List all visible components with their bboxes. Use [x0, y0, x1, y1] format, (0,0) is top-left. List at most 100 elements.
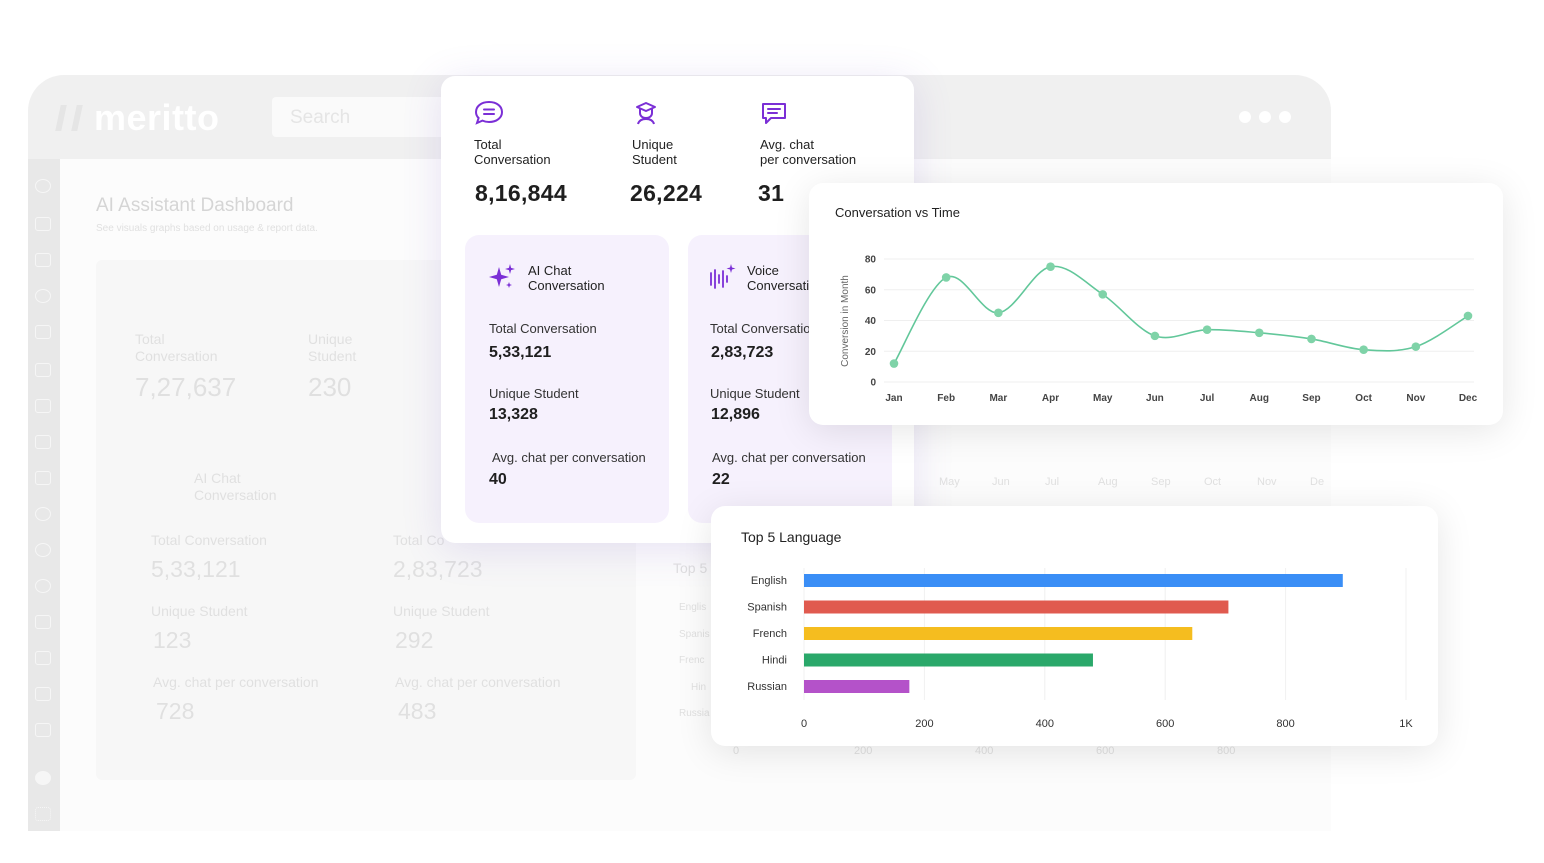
bar[interactable] [804, 574, 1343, 587]
grid-icon[interactable] [35, 217, 51, 231]
org-icon[interactable] [35, 723, 51, 737]
data-point[interactable] [1254, 328, 1264, 338]
data-point[interactable] [889, 359, 899, 368]
bar[interactable] [804, 627, 1193, 640]
voice-wave-icon [710, 264, 736, 289]
data-point[interactable] [1098, 290, 1108, 299]
bg-month-label: May [939, 476, 960, 488]
ai-unique-value: 13,328 [489, 406, 538, 423]
bg-axis-tick: 800 [1217, 745, 1236, 757]
bg-top-title: Top 5 [673, 560, 708, 576]
unique-student-value: 26,224 [630, 180, 703, 206]
bg-language-label: Russia [679, 708, 710, 719]
y-axis-label: Conversion in Month [840, 275, 851, 367]
bg-ai-unique-value: 123 [153, 627, 192, 653]
x-tick-label: 200 [915, 718, 933, 730]
document-icon[interactable] [35, 399, 51, 413]
ai-avg-label: Avg. chat per conversation [492, 450, 646, 465]
search-icon[interactable] [35, 179, 51, 193]
bg-total-label: Total Conversation [135, 331, 218, 364]
x-tick-label: Aug [1250, 393, 1269, 404]
x-tick-label: 600 [1156, 718, 1174, 730]
calendar-icon[interactable] [35, 363, 51, 377]
bg-language-label: Englis [679, 602, 707, 613]
data-point[interactable] [1202, 325, 1212, 335]
lock-icon[interactable] [35, 651, 51, 665]
x-tick-label: Dec [1459, 393, 1478, 404]
bg-month-label: Jul [1045, 476, 1060, 488]
data-point[interactable] [1463, 311, 1473, 321]
data-point[interactable] [1046, 262, 1055, 271]
network-icon[interactable] [35, 325, 51, 339]
y-tick-label: Hindi [762, 655, 787, 667]
help-icon[interactable] [35, 507, 51, 521]
data-point[interactable] [1150, 331, 1160, 341]
y-tick-label: 0 [870, 378, 876, 389]
data-point[interactable] [1307, 334, 1316, 344]
bg-unique-label: Unique Student [308, 331, 357, 364]
avatar[interactable] [35, 771, 51, 785]
total-conversation-stat: Total Conversation 8,16,844 [474, 100, 567, 206]
y-tick-label: French [753, 628, 787, 640]
x-tick-label: May [1093, 393, 1113, 404]
megaphone-icon[interactable] [35, 435, 51, 449]
bar[interactable] [804, 680, 910, 693]
more-options-icon[interactable] [1239, 111, 1291, 123]
bar[interactable] [804, 653, 1093, 667]
x-tick-label: Nov [1406, 393, 1425, 404]
message-icon [762, 103, 786, 124]
bg-voice-unique-value: 292 [395, 627, 434, 653]
line-chart: Conversion in Month 0 20 40 60 80 Jan Feb Mar Apr… [840, 255, 1478, 405]
bg-voice-unique-label: Unique Student [393, 603, 490, 619]
id-card-icon[interactable] [35, 687, 51, 701]
data-point[interactable] [1359, 345, 1368, 355]
bg-axis-tick: 400 [975, 745, 994, 757]
bg-voice-total-value: 2,83,723 [393, 556, 483, 582]
data-point[interactable] [994, 308, 1003, 318]
ai-chat-title: AI Chat Conversation [528, 263, 605, 293]
line-chart-title: Conversation vs Time [835, 205, 960, 220]
logo: meritto [94, 97, 220, 138]
graduate-icon [636, 102, 656, 125]
bg-axis-tick: 600 [1096, 745, 1115, 757]
x-tick-label: 1K [1399, 718, 1413, 730]
bg-language-label: Frenc [679, 655, 705, 666]
ai-avg-value: 40 [489, 471, 507, 488]
bg-total-value: 7,27,637 [135, 372, 237, 402]
x-tick-label: Oct [1355, 393, 1372, 404]
institution-icon[interactable] [35, 253, 51, 267]
sparkles-icon [489, 264, 515, 288]
chat-bubble-icon [474, 100, 504, 125]
voice-unique-label: Unique Student [710, 386, 800, 401]
bg-voice-avg-label: Avg. chat per conversation [395, 674, 561, 690]
bg-month-label: Aug [1098, 476, 1118, 488]
bg-ai-unique-label: Unique Student [151, 603, 248, 619]
avg-chat-stat: Avg. chat per conversation 31 [758, 100, 856, 206]
bar-chart-title: Top 5 Language [741, 529, 842, 545]
unique-student-stat: Unique Student 26,224 [630, 100, 702, 206]
currency-icon[interactable] [35, 543, 51, 557]
y-tick-label: Spanish [747, 602, 787, 614]
bg-ai-avg-value: 728 [156, 698, 195, 724]
bg-voice-avg-value: 483 [398, 698, 437, 724]
voice-unique-value: 12,896 [711, 406, 760, 423]
user-icon[interactable] [35, 289, 51, 303]
bar[interactable] [804, 600, 1229, 614]
bg-month-label: De [1310, 476, 1325, 488]
data-point[interactable] [1411, 342, 1421, 351]
data-point[interactable] [941, 273, 951, 282]
pie-icon[interactable] [35, 579, 51, 593]
bg-unique-value: 230 [308, 372, 352, 402]
apps-icon[interactable] [35, 807, 51, 821]
x-tick-label: 400 [1036, 718, 1054, 730]
voice-avg-label: Avg. chat per conversation [712, 450, 866, 465]
avg-chat-value: 31 [758, 180, 785, 206]
unique-student-label: Unique Student [632, 137, 677, 167]
bg-month-label: Nov [1257, 476, 1277, 488]
y-tick-label: 20 [865, 347, 877, 358]
bg-ai-avg-label: Avg. chat per conversation [153, 674, 319, 690]
card-icon[interactable] [35, 615, 51, 629]
ai-total-label: Total Conversation [489, 321, 597, 336]
x-tick-label: 0 [801, 718, 807, 730]
chart-icon[interactable] [35, 471, 51, 485]
